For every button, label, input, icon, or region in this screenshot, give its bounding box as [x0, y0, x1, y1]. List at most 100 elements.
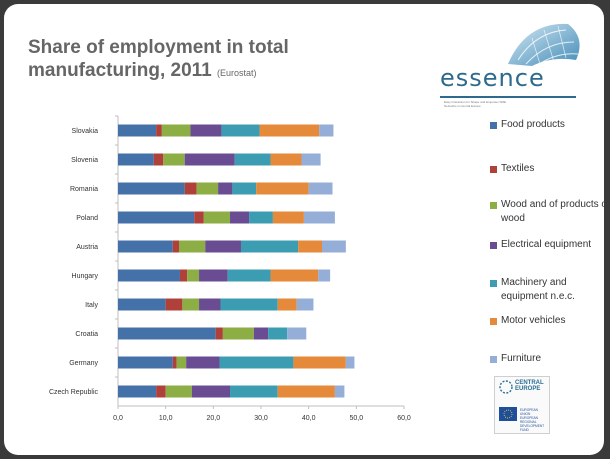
- legend-swatch-motor: [490, 318, 497, 325]
- bar-segment: [249, 211, 273, 224]
- bar-segment: [179, 269, 188, 282]
- bar-segment: [287, 327, 307, 340]
- bar-segment: [301, 153, 321, 166]
- legend-swatch-machinery: [490, 280, 497, 287]
- legend-swatch-food: [490, 122, 497, 129]
- bar-segment: [240, 240, 299, 253]
- bar-segment: [222, 327, 254, 340]
- legend-item-motor: Motor vehicles: [490, 314, 604, 328]
- category-label: Croatia: [75, 331, 98, 338]
- bar-segment: [296, 298, 314, 311]
- globe-mesh-icon: [508, 23, 580, 67]
- bar-segment: [163, 153, 185, 166]
- bar-segment: [165, 385, 192, 398]
- bar-segment: [318, 269, 331, 282]
- bar-segment: [234, 153, 271, 166]
- bar-segment: [199, 269, 228, 282]
- legend-item-electrical: Electrical equipment: [490, 238, 604, 252]
- essence-logo: essence Easy Interaction for Shape and E…: [436, 16, 586, 116]
- central-europe-logo: CENTRAL EUROPE EUROPEAN UNION EUROPEAN R…: [494, 376, 550, 434]
- bar-segment: [118, 327, 216, 340]
- logo-wordmark: essence: [440, 64, 545, 92]
- bar-segment: [156, 124, 162, 137]
- bar-segment: [118, 153, 154, 166]
- bar-segment: [203, 211, 231, 224]
- bar-segment: [270, 269, 319, 282]
- x-tick-label: 0,0: [113, 415, 123, 422]
- bar-segment: [118, 385, 157, 398]
- x-tick-label: 40,0: [302, 415, 316, 422]
- bar-segment: [153, 153, 164, 166]
- legend-swatch-furniture: [490, 356, 497, 363]
- bar-segment: [172, 240, 180, 253]
- bar-segment: [165, 298, 183, 311]
- legend-item-machinery: Machinery and equipment n.e.c.: [490, 276, 604, 304]
- bar-segment: [176, 356, 187, 369]
- logo-tagline: Easy Interaction for Shape and Empower S…: [444, 100, 507, 108]
- category-label: Slovakia: [72, 128, 99, 135]
- bar-segment: [182, 298, 200, 311]
- legend-item-wood: Wood and of products of wood: [490, 198, 604, 226]
- bar-segment: [293, 356, 346, 369]
- category-label: Italy: [85, 302, 98, 309]
- legend-item-textiles: Textiles: [490, 162, 604, 176]
- bar-segment: [270, 153, 302, 166]
- bar-segment: [256, 182, 309, 195]
- bar-segment: [298, 240, 323, 253]
- logo-underline: [440, 96, 576, 98]
- bar-segment: [179, 240, 206, 253]
- legend-swatch-textiles: [490, 166, 497, 173]
- category-label: Czech Republic: [49, 389, 99, 396]
- bar-segment: [277, 385, 335, 398]
- central-europe-label: CENTRAL EUROPE: [515, 380, 544, 392]
- legend-swatch-electrical: [490, 242, 497, 249]
- bar-segment: [277, 298, 297, 311]
- bar-segment: [199, 298, 221, 311]
- bar-segment: [218, 182, 233, 195]
- bar-segment: [219, 356, 294, 369]
- slide: Share of employment in total manufacturi…: [4, 4, 604, 455]
- bar-segment: [172, 356, 177, 369]
- legend-item-food: Food products: [490, 118, 604, 132]
- bar-segment: [156, 385, 166, 398]
- x-tick-label: 20,0: [207, 415, 221, 422]
- bar-segment: [118, 182, 185, 195]
- category-label: Romania: [70, 186, 98, 193]
- bar-segment: [187, 269, 200, 282]
- bar-segment: [118, 124, 157, 137]
- bar-segment: [191, 385, 231, 398]
- x-tick-label: 50,0: [350, 415, 364, 422]
- bar-segment: [230, 211, 250, 224]
- stacked-bar-chart: 0,0 10,0 20,0 30,0 40,0 50,0 60,0 Slovakia Slove…: [49, 115, 411, 422]
- bar-segment: [308, 182, 333, 195]
- legend-swatch-wood: [490, 202, 497, 209]
- bar-segment: [118, 211, 195, 224]
- bar-segment: [118, 240, 173, 253]
- bar-segment: [322, 240, 346, 253]
- bar-segment: [186, 356, 220, 369]
- bar-segment: [319, 124, 334, 137]
- eu-text: EUROPEAN UNION EUROPEAN REGIONAL DEVELOP…: [520, 408, 545, 432]
- bar-segment: [230, 385, 278, 398]
- legend-item-furniture: Furniture: [490, 352, 604, 366]
- bar-segment: [194, 211, 204, 224]
- category-label: Poland: [76, 215, 98, 222]
- category-label: Germany: [69, 360, 98, 367]
- bar-segment: [184, 182, 197, 195]
- bar-segment: [227, 269, 271, 282]
- bar-segment: [345, 356, 355, 369]
- category-label: Austria: [76, 244, 98, 251]
- category-label: Slovenia: [71, 157, 98, 164]
- bar-segment: [215, 327, 223, 340]
- eu-flag-icon: [499, 407, 517, 421]
- bar-segment: [221, 124, 260, 137]
- x-tick-label: 10,0: [159, 415, 173, 422]
- bar-segment: [184, 153, 235, 166]
- bar-segment: [196, 182, 219, 195]
- bar-segment: [253, 327, 269, 340]
- bar-segment: [232, 182, 257, 195]
- bar-segment: [190, 124, 222, 137]
- x-tick-label: 60,0: [397, 415, 411, 422]
- bar-segment: [118, 269, 180, 282]
- bar-segment: [272, 211, 304, 224]
